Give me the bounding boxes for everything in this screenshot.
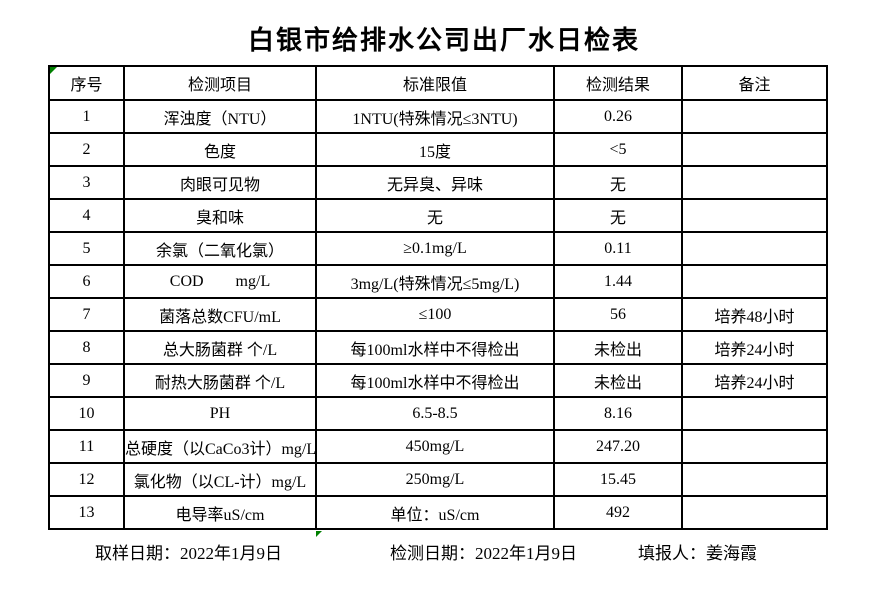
cell-standard: 无异臭、异味 <box>315 165 555 200</box>
cell-serial: 1 <box>48 99 125 134</box>
table-row: 2 色度 15度 <5 <box>48 132 828 167</box>
cell-result: 15.45 <box>553 462 683 497</box>
table-row: 11 总硬度（以CaCo3计）mg/L 450mg/L 247.20 <box>48 429 828 464</box>
cell-remark <box>681 99 828 134</box>
cell-result: 未检出 <box>553 330 683 365</box>
cell-standard: 250mg/L <box>315 462 555 497</box>
cell-result: 无 <box>553 165 683 200</box>
cell-serial: 11 <box>48 429 125 464</box>
cell-serial: 6 <box>48 264 125 299</box>
col-header-item: 检测项目 <box>123 65 317 101</box>
cell-serial: 12 <box>48 462 125 497</box>
cell-serial: 7 <box>48 297 125 332</box>
table-row: 5 余氯（二氧化氯） ≥0.1mg/L 0.11 <box>48 231 828 266</box>
cell-standard: 450mg/L <box>315 429 555 464</box>
cell-standard: 无 <box>315 198 555 233</box>
cell-standard: 每100ml水样中不得检出 <box>315 363 555 398</box>
cell-result: 492 <box>553 495 683 530</box>
cell-item: 菌落总数CFU/mL <box>123 297 317 332</box>
table-row: 4 臭和味 无 无 <box>48 198 828 233</box>
cell-remark <box>681 132 828 167</box>
cell-item: COD mg/L <box>123 264 317 299</box>
table-row: 6 COD mg/L 3mg/L(特殊情况≤5mg/L) 1.44 <box>48 264 828 299</box>
cell-serial: 5 <box>48 231 125 266</box>
cell-item: 总硬度（以CaCo3计）mg/L <box>123 429 317 464</box>
cell-standard: 3mg/L(特殊情况≤5mg/L) <box>315 264 555 299</box>
cell-standard: 6.5-8.5 <box>315 396 555 431</box>
col-header-standard: 标准限值 <box>315 65 555 101</box>
cell-remark <box>681 396 828 431</box>
cell-result: 未检出 <box>553 363 683 398</box>
cell-standard: ≤100 <box>315 297 555 332</box>
header-row: 序号 检测项目 标准限值 检测结果 备注 <box>48 65 828 101</box>
cell-item: 浑浊度（NTU） <box>123 99 317 134</box>
table-row: 12 氯化物（以CL-计）mg/L 250mg/L 15.45 <box>48 462 828 497</box>
cell-serial: 9 <box>48 363 125 398</box>
cell-result: 56 <box>553 297 683 332</box>
table-row: 9 耐热大肠菌群 个/L 每100ml水样中不得检出 未检出 培养24小时 <box>48 363 828 398</box>
cell-item: 耐热大肠菌群 个/L <box>123 363 317 398</box>
test-date-label: 检测日期：2022年1月9日 <box>390 544 577 563</box>
cell-standard: 每100ml水样中不得检出 <box>315 330 555 365</box>
cell-item: 色度 <box>123 132 317 167</box>
col-header-serial: 序号 <box>48 65 125 101</box>
page-title: 白银市给排水公司出厂水日检表 <box>247 26 640 55</box>
cell-serial: 4 <box>48 198 125 233</box>
cell-standard: ≥0.1mg/L <box>315 231 555 266</box>
cell-result: 1.44 <box>553 264 683 299</box>
cell-item: 总大肠菌群 个/L <box>123 330 317 365</box>
cell-standard: 单位：uS/cm <box>315 495 555 530</box>
cell-result: 247.20 <box>553 429 683 464</box>
cell-item: 肉眼可见物 <box>123 165 317 200</box>
cell-remark: 培养48小时 <box>681 297 828 332</box>
cell-result: 无 <box>553 198 683 233</box>
table-row: 3 肉眼可见物 无异臭、异味 无 <box>48 165 828 200</box>
cell-remark <box>681 231 828 266</box>
cell-item: 余氯（二氧化氯） <box>123 231 317 266</box>
cell-remark <box>681 462 828 497</box>
cell-result: 8.16 <box>553 396 683 431</box>
cell-remark <box>681 165 828 200</box>
cell-remark <box>681 198 828 233</box>
footer: 取样日期：2022年1月9日 检测日期：2022年1月9日 填报人：姜海霞 <box>0 539 888 563</box>
cell-item: 臭和味 <box>123 198 317 233</box>
cell-remark: 培养24小时 <box>681 363 828 398</box>
cell-remark: 培养24小时 <box>681 330 828 365</box>
col-header-result: 检测结果 <box>553 65 683 101</box>
excel-fill-handle-icon <box>316 531 322 537</box>
table-row: 1 浑浊度（NTU） 1NTU(特殊情况≤3NTU) 0.26 <box>48 99 828 134</box>
cell-item: 氯化物（以CL-计）mg/L <box>123 462 317 497</box>
cell-serial: 3 <box>48 165 125 200</box>
cell-remark <box>681 495 828 530</box>
cell-result: <5 <box>553 132 683 167</box>
cell-item: PH <box>123 396 317 431</box>
cell-standard: 1NTU(特殊情况≤3NTU) <box>315 99 555 134</box>
inspection-table: 序号 检测项目 标准限值 检测结果 备注 1 浑浊度（NTU） 1NTU(特殊情… <box>48 65 828 530</box>
col-header-remark: 备注 <box>681 65 828 101</box>
table-row: 8 总大肠菌群 个/L 每100ml水样中不得检出 未检出 培养24小时 <box>48 330 828 365</box>
table-row: 10 PH 6.5-8.5 8.16 <box>48 396 828 431</box>
cell-result: 0.11 <box>553 231 683 266</box>
reporter-label: 填报人：姜海霞 <box>638 544 757 563</box>
cell-serial: 2 <box>48 132 125 167</box>
cell-serial: 13 <box>48 495 125 530</box>
table-row: 7 菌落总数CFU/mL ≤100 56 培养48小时 <box>48 297 828 332</box>
table-row: 13 电导率uS/cm 单位：uS/cm 492 <box>48 495 828 530</box>
cell-remark <box>681 429 828 464</box>
cell-serial: 8 <box>48 330 125 365</box>
cell-remark <box>681 264 828 299</box>
cell-item: 电导率uS/cm <box>123 495 317 530</box>
cell-standard: 15度 <box>315 132 555 167</box>
cell-serial: 10 <box>48 396 125 431</box>
sampling-date-label: 取样日期：2022年1月9日 <box>95 544 282 563</box>
cell-result: 0.26 <box>553 99 683 134</box>
